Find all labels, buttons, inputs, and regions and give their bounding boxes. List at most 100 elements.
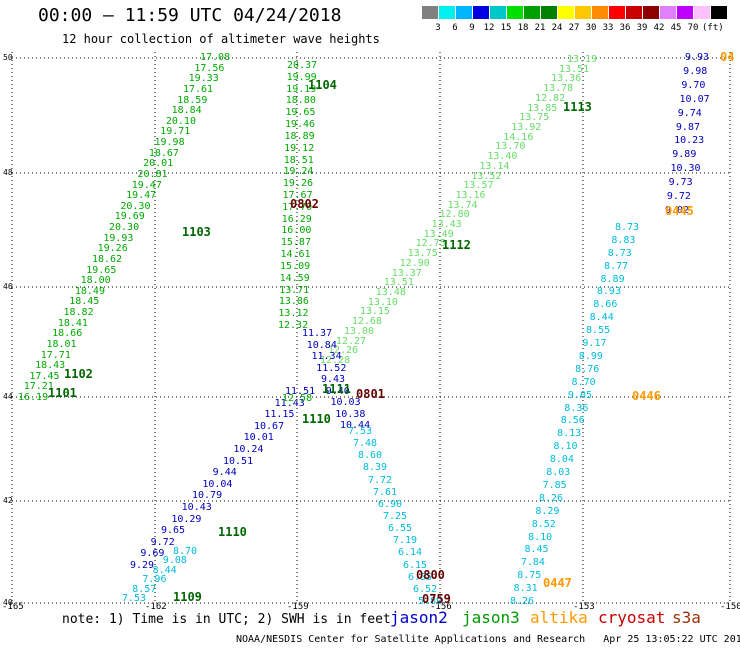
wave-height-value: 8.44 (152, 564, 177, 576)
wave-height-value: 7.84 (520, 557, 545, 569)
wave-height-value: 17.45 (29, 370, 60, 382)
wave-height-value: 10.04 (202, 478, 233, 490)
note-text: note: 1) Time is in UTC; 2) SWH is in fe… (62, 612, 391, 627)
legend-swatch (592, 6, 608, 19)
orbit-number-label: 0445 (665, 204, 694, 218)
legend-swatch (507, 6, 523, 19)
wave-height-value: 8.70 (571, 376, 596, 388)
wave-height-value: 8.36 (564, 402, 589, 414)
wave-height-value: 13.16 (455, 189, 486, 201)
wave-height-value: 19.65 (86, 264, 117, 276)
legend-swatch (490, 6, 506, 19)
legend-swatch (524, 6, 540, 19)
wave-height-value: 10.79 (192, 490, 223, 502)
legend-label: 27 (568, 23, 580, 33)
lon-label: -153 (573, 602, 595, 612)
wave-height-value: 13.12 (278, 308, 309, 320)
wave-height-value: 8.55 (586, 325, 611, 337)
wave-height-value: 11.34 (311, 351, 342, 362)
wave-height-value: 12.32 (278, 320, 309, 331)
wave-height-value: 6.14 (398, 547, 423, 559)
wave-height-value: 8.83 (611, 234, 636, 246)
wave-height-value: 8.57 (132, 583, 157, 595)
satellite-name-s3a: s3a (672, 608, 701, 627)
wave-height-value: 10.03 (330, 397, 361, 408)
legend-swatch (473, 6, 489, 19)
legend-label: 42 (653, 23, 665, 33)
wave-height-value: 13.85 (527, 102, 558, 114)
wave-height-value: 8.93 (596, 286, 621, 298)
wave-height-value: 18.59 (177, 94, 208, 106)
wave-height-value: 13.00 (343, 325, 374, 337)
wave-height-value: 13.92 (511, 121, 542, 133)
wave-height-value: 9.02 (665, 205, 690, 216)
wave-height-value: 10.67 (254, 420, 285, 432)
orbit-number-label: 1101 (48, 386, 77, 400)
legend-label: 45 (670, 23, 682, 33)
wave-height-value: 9.98 (683, 65, 708, 77)
legend-swatch (677, 6, 693, 19)
wave-height-value: 17.21 (23, 381, 54, 393)
wave-height-value: 12.26 (327, 345, 359, 357)
wave-height-value: 18.51 (283, 154, 314, 166)
wave-height-value: 18.67 (148, 147, 179, 159)
wave-height-value: 8.76 (575, 363, 600, 375)
wave-height-value: 13.57 (463, 180, 494, 192)
wave-height-value: 6.90 (378, 498, 403, 510)
wave-height-value: 8.31 (513, 583, 538, 595)
wave-height-value: 18.66 (52, 328, 83, 340)
wave-height-value: 13.51 (383, 277, 414, 289)
wave-height-value: 18.62 (91, 253, 123, 265)
wave-height-value: 8.10 (528, 531, 553, 543)
wave-height-value: 9.29 (130, 560, 155, 571)
chart-title: 00:00 – 11:59 UTC 04/24/2018 (38, 5, 342, 26)
orbit-number-label: 1110 (302, 412, 331, 426)
wave-height-value: 15.87 (280, 237, 311, 249)
wave-height-value: 9.74 (677, 107, 702, 119)
wave-height-value: 7.96 (142, 574, 167, 586)
wave-height-value: 13.19 (567, 54, 598, 65)
wave-height-value: 9.43 (321, 374, 346, 385)
orbit-number-label: 1102 (64, 367, 93, 381)
orbit-number-label: 0446 (632, 389, 661, 403)
wave-height-value: 12.75 (415, 238, 446, 250)
legend-swatch (609, 6, 625, 19)
wave-height-value: 13.37 (391, 267, 422, 279)
wave-height-value: 20.30 (120, 200, 151, 212)
chart-subtitle: 12 hour collection of altimeter wave hei… (62, 32, 380, 46)
wave-height-value: 19.26 (282, 178, 314, 190)
orbit-number-label: 1109 (173, 590, 202, 604)
wave-height-value: 7.85 (542, 479, 567, 491)
legend-label: 39 (636, 23, 648, 33)
wave-height-value: 17.56 (194, 62, 225, 74)
wave-height-value: 20.01 (143, 158, 174, 170)
legend-label: 21 (534, 23, 546, 33)
wave-height-value: 13.74 (447, 199, 478, 211)
wave-height-value: 12.82 (535, 92, 566, 104)
wave-height-value: 17.08 (200, 52, 231, 63)
orbit-number-label: 0801 (356, 387, 385, 401)
satellite-name-jason3: jason3 (462, 608, 520, 627)
legend-swatch (711, 6, 727, 19)
wave-height-value: 11.37 (302, 328, 333, 339)
legend-swatch (643, 6, 659, 19)
legend-label: 70 (687, 23, 699, 33)
wave-height-value: 6.55 (388, 523, 413, 535)
wave-height-value: 8.89 (600, 273, 625, 285)
wave-height-value: 9.69 (140, 548, 165, 560)
wave-height-value: 19.93 (103, 232, 134, 244)
wave-height-value: 9.08 (162, 555, 187, 567)
wave-height-value: 15.09 (280, 260, 311, 272)
wave-height-value: 9.93 (685, 52, 710, 63)
orbit-number-label: 1104 (308, 78, 337, 92)
orbit-number-label: 1110 (218, 525, 247, 539)
wave-height-value: 7.53 (348, 426, 373, 437)
legend-swatch (558, 6, 574, 19)
credit-line: NOAA/NESDIS Center for Satellite Applica… (236, 634, 740, 645)
timestamp-text: Apr 25 13:05:22 UTC 2018 (603, 634, 740, 645)
orbit-number-label: 0802 (290, 197, 319, 211)
wave-height-value: 8.10 (553, 441, 578, 453)
lon-label: -165 (2, 602, 24, 612)
wave-height-value: 13.70 (495, 141, 526, 153)
wave-height-value: 9.73 (668, 177, 693, 189)
